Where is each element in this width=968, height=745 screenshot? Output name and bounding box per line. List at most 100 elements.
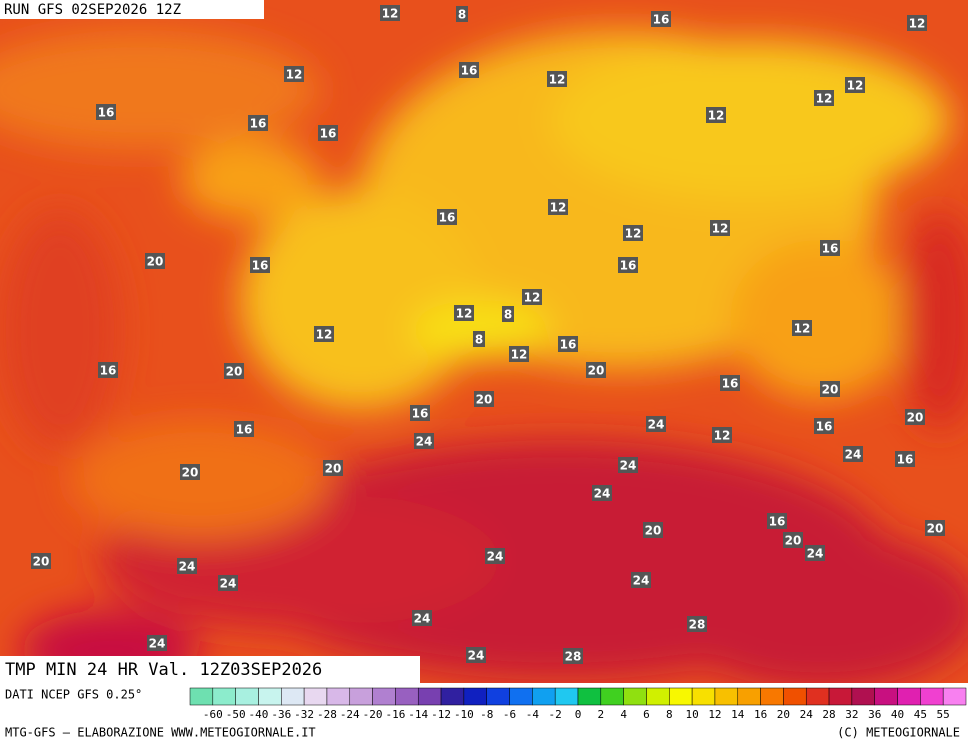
colorbar-tick-label: 2 (598, 708, 605, 721)
colorbar-tick-label: 36 (868, 708, 881, 721)
temperature-label: 20 (785, 534, 802, 548)
colorbar-tick-label: -2 (549, 708, 562, 721)
colorbar-tick-label: 12 (708, 708, 721, 721)
colorbar-swatch (669, 687, 693, 706)
colorbar-tick-label: 8 (666, 708, 673, 721)
colorbar-tick-label: -10 (454, 708, 474, 721)
label-box (234, 421, 254, 437)
label-box (623, 225, 643, 241)
label-box (474, 391, 494, 407)
temperature-label: 16 (461, 64, 478, 78)
label-box (843, 446, 863, 462)
temperature-label: 16 (412, 407, 429, 421)
temperature-label: 16 (816, 420, 833, 434)
label-box (643, 522, 663, 538)
copyright: (C) METEOGIORNALE (837, 726, 960, 740)
colorbar-tick-label: 55 (937, 708, 950, 721)
label-box (437, 209, 457, 225)
label-box (459, 62, 479, 78)
colorbar-swatch (897, 687, 921, 706)
label-box (177, 558, 197, 574)
temperature-label: 24 (220, 577, 237, 591)
temperature-label: 12 (550, 201, 567, 215)
colorbar-tick-label: -28 (317, 708, 337, 721)
label-box (473, 331, 485, 347)
label-box (814, 90, 834, 106)
temperature-label: 20 (907, 411, 924, 425)
temperature-label: 28 (689, 618, 706, 632)
colorbar-tick-label: 20 (777, 708, 790, 721)
temperature-label: 16 (822, 242, 839, 256)
temperature-label: 12 (816, 92, 833, 106)
label-box (820, 240, 840, 256)
temperature-label: 12 (456, 307, 473, 321)
label-box (563, 648, 583, 664)
credit: MTG-GFS — ELABORAZIONE WWW.METEOGIORNALE… (5, 726, 316, 740)
label-box (412, 610, 432, 626)
label-box (687, 616, 707, 632)
label-box (224, 363, 244, 379)
temperature-label: 16 (560, 338, 577, 352)
colorbar-swatch (737, 687, 761, 706)
label-box (454, 305, 474, 321)
temperature-label: 16 (439, 211, 456, 225)
colorbar-swatch (349, 687, 373, 706)
colorbar-tick-label: -36 (271, 708, 291, 721)
label-box (720, 375, 740, 391)
colorbar-tick-label: -24 (340, 708, 360, 721)
label-box (522, 289, 542, 305)
colorbar-swatch (805, 687, 830, 706)
label-box (410, 405, 430, 421)
colorbar-tick-label: -6 (503, 708, 516, 721)
temperature-label: 16 (236, 423, 253, 437)
label-box (485, 548, 505, 564)
colorbar-tick-label: 4 (620, 708, 627, 721)
temperature-label: 12 (286, 68, 303, 82)
temperature-label: 20 (588, 364, 605, 378)
colorbar-swatch (212, 687, 236, 706)
temperature-label: 12 (708, 109, 725, 123)
colorbar-tick-label: -14 (408, 708, 428, 721)
label-box (145, 253, 165, 269)
label-box (895, 451, 915, 467)
temperature-label: 8 (458, 8, 466, 22)
temperature-label: 12 (511, 348, 528, 362)
colorbar-swatch (920, 687, 944, 706)
colorbar-swatch (326, 687, 351, 706)
temperature-label: 24 (468, 649, 485, 663)
colorbar-swatch (623, 687, 647, 706)
colorbar-tick-label: 16 (754, 708, 767, 721)
data-source: DATI NCEP GFS 0.25° (5, 688, 142, 702)
temperature-label: 28 (565, 650, 582, 664)
colorbar-tick-label: 6 (643, 708, 650, 721)
label-box (706, 107, 726, 123)
label-box (323, 460, 343, 476)
colorbar-tick-label: -12 (431, 708, 451, 721)
label-box (314, 326, 334, 342)
colorbar-swatch (463, 687, 487, 706)
temperature-label: 12 (382, 7, 399, 21)
label-box (710, 220, 730, 236)
label-box (98, 362, 118, 378)
temperature-label: 24 (487, 550, 504, 564)
label-box (845, 77, 865, 93)
colorbar-swatch (600, 687, 624, 706)
colorbar-swatch (532, 687, 556, 706)
label-box (820, 381, 840, 397)
label-box (31, 553, 51, 569)
colorbar-swatch (372, 687, 396, 706)
label-box (250, 257, 270, 273)
colorbar-tick-label: 14 (731, 708, 745, 721)
colorbar-tick-label: 10 (685, 708, 698, 721)
temperature-label: 24 (416, 435, 433, 449)
temperature-label: 12 (714, 429, 731, 443)
temperature-label: 20 (822, 383, 839, 397)
colorbar-tick-label: -60 (203, 708, 223, 721)
label-box (180, 464, 200, 480)
label-box (466, 647, 486, 663)
temperature-label: 20 (927, 522, 944, 536)
label-box (805, 545, 825, 561)
temperature-label: 20 (645, 524, 662, 538)
temperature-label: 24 (648, 418, 665, 432)
colorbar: -60 -50 -40 -36 -32 -28 -24 -20 -16 -14 -12 -10 -8 -6… (189, 687, 967, 721)
